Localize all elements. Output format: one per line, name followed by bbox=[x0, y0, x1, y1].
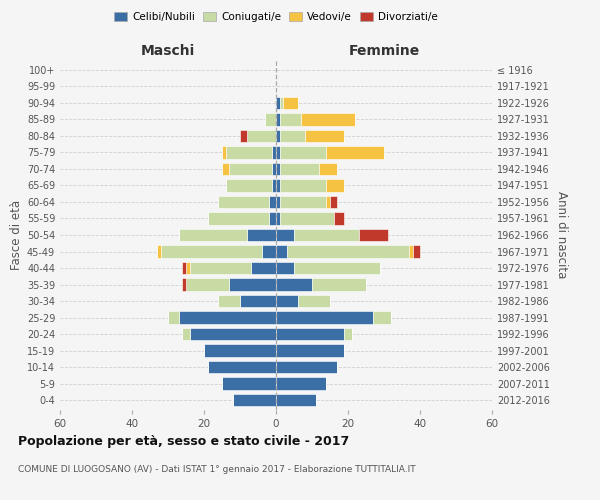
Bar bbox=[276, 328, 344, 340]
Bar bbox=[373, 312, 391, 324]
Bar bbox=[319, 163, 337, 175]
Bar bbox=[168, 312, 179, 324]
Text: Maschi: Maschi bbox=[141, 44, 195, 59]
Bar bbox=[312, 278, 366, 290]
Bar bbox=[280, 113, 301, 126]
Bar bbox=[413, 246, 420, 258]
Bar bbox=[276, 163, 280, 175]
Bar bbox=[247, 130, 276, 142]
Bar bbox=[326, 196, 330, 208]
Bar bbox=[229, 278, 276, 290]
Bar bbox=[276, 246, 287, 258]
Y-axis label: Anni di nascita: Anni di nascita bbox=[555, 192, 568, 278]
Bar bbox=[222, 163, 229, 175]
Bar bbox=[240, 130, 247, 142]
Bar bbox=[186, 278, 229, 290]
Bar bbox=[276, 344, 344, 357]
Bar bbox=[276, 295, 298, 307]
Bar bbox=[276, 262, 294, 274]
Bar bbox=[280, 180, 326, 192]
Bar bbox=[298, 295, 330, 307]
Bar bbox=[409, 246, 413, 258]
Bar bbox=[280, 163, 319, 175]
Bar bbox=[330, 196, 337, 208]
Bar bbox=[276, 113, 280, 126]
Bar bbox=[301, 113, 355, 126]
Bar bbox=[276, 180, 280, 192]
Bar bbox=[283, 96, 298, 109]
Bar bbox=[247, 229, 276, 241]
Bar bbox=[233, 394, 276, 406]
Bar bbox=[334, 212, 344, 224]
Bar bbox=[280, 212, 334, 224]
Bar bbox=[276, 229, 294, 241]
Bar bbox=[229, 163, 272, 175]
Bar bbox=[326, 146, 384, 158]
Bar bbox=[294, 262, 380, 274]
Bar bbox=[305, 130, 344, 142]
Bar bbox=[276, 312, 373, 324]
Bar bbox=[208, 361, 276, 374]
Bar bbox=[359, 229, 388, 241]
Bar bbox=[226, 180, 272, 192]
Text: Femmine: Femmine bbox=[349, 44, 419, 59]
Bar bbox=[272, 163, 276, 175]
Bar bbox=[276, 130, 280, 142]
Bar bbox=[276, 96, 280, 109]
Bar bbox=[344, 328, 352, 340]
Bar bbox=[280, 130, 305, 142]
Bar bbox=[276, 361, 337, 374]
Bar bbox=[272, 180, 276, 192]
Legend: Celibi/Nubili, Coniugati/e, Vedovi/e, Divorziati/e: Celibi/Nubili, Coniugati/e, Vedovi/e, Di… bbox=[110, 8, 442, 26]
Bar bbox=[280, 146, 326, 158]
Bar bbox=[182, 328, 190, 340]
Bar bbox=[222, 378, 276, 390]
Bar bbox=[276, 146, 280, 158]
Bar bbox=[262, 246, 276, 258]
Bar bbox=[182, 262, 186, 274]
Bar bbox=[287, 246, 409, 258]
Bar bbox=[179, 312, 276, 324]
Bar bbox=[272, 146, 276, 158]
Text: Popolazione per età, sesso e stato civile - 2017: Popolazione per età, sesso e stato civil… bbox=[18, 435, 349, 448]
Text: COMUNE DI LUOGOSANO (AV) - Dati ISTAT 1° gennaio 2017 - Elaborazione TUTTITALIA.: COMUNE DI LUOGOSANO (AV) - Dati ISTAT 1°… bbox=[18, 465, 416, 474]
Bar bbox=[276, 278, 312, 290]
Bar bbox=[190, 262, 251, 274]
Bar bbox=[265, 113, 276, 126]
Bar bbox=[280, 96, 283, 109]
Bar bbox=[280, 196, 326, 208]
Bar bbox=[161, 246, 262, 258]
Bar bbox=[240, 295, 276, 307]
Bar bbox=[276, 378, 326, 390]
Bar bbox=[269, 212, 276, 224]
Bar bbox=[276, 196, 280, 208]
Bar bbox=[218, 295, 240, 307]
Bar bbox=[179, 229, 247, 241]
Bar bbox=[222, 146, 226, 158]
Bar bbox=[204, 344, 276, 357]
Bar bbox=[157, 246, 161, 258]
Bar bbox=[269, 196, 276, 208]
Bar bbox=[186, 262, 190, 274]
Bar bbox=[326, 180, 344, 192]
Bar bbox=[276, 212, 280, 224]
Bar bbox=[226, 146, 272, 158]
Bar bbox=[190, 328, 276, 340]
Y-axis label: Fasce di età: Fasce di età bbox=[10, 200, 23, 270]
Bar bbox=[218, 196, 269, 208]
Bar bbox=[182, 278, 186, 290]
Bar bbox=[294, 229, 359, 241]
Bar bbox=[276, 394, 316, 406]
Bar bbox=[208, 212, 269, 224]
Bar bbox=[251, 262, 276, 274]
